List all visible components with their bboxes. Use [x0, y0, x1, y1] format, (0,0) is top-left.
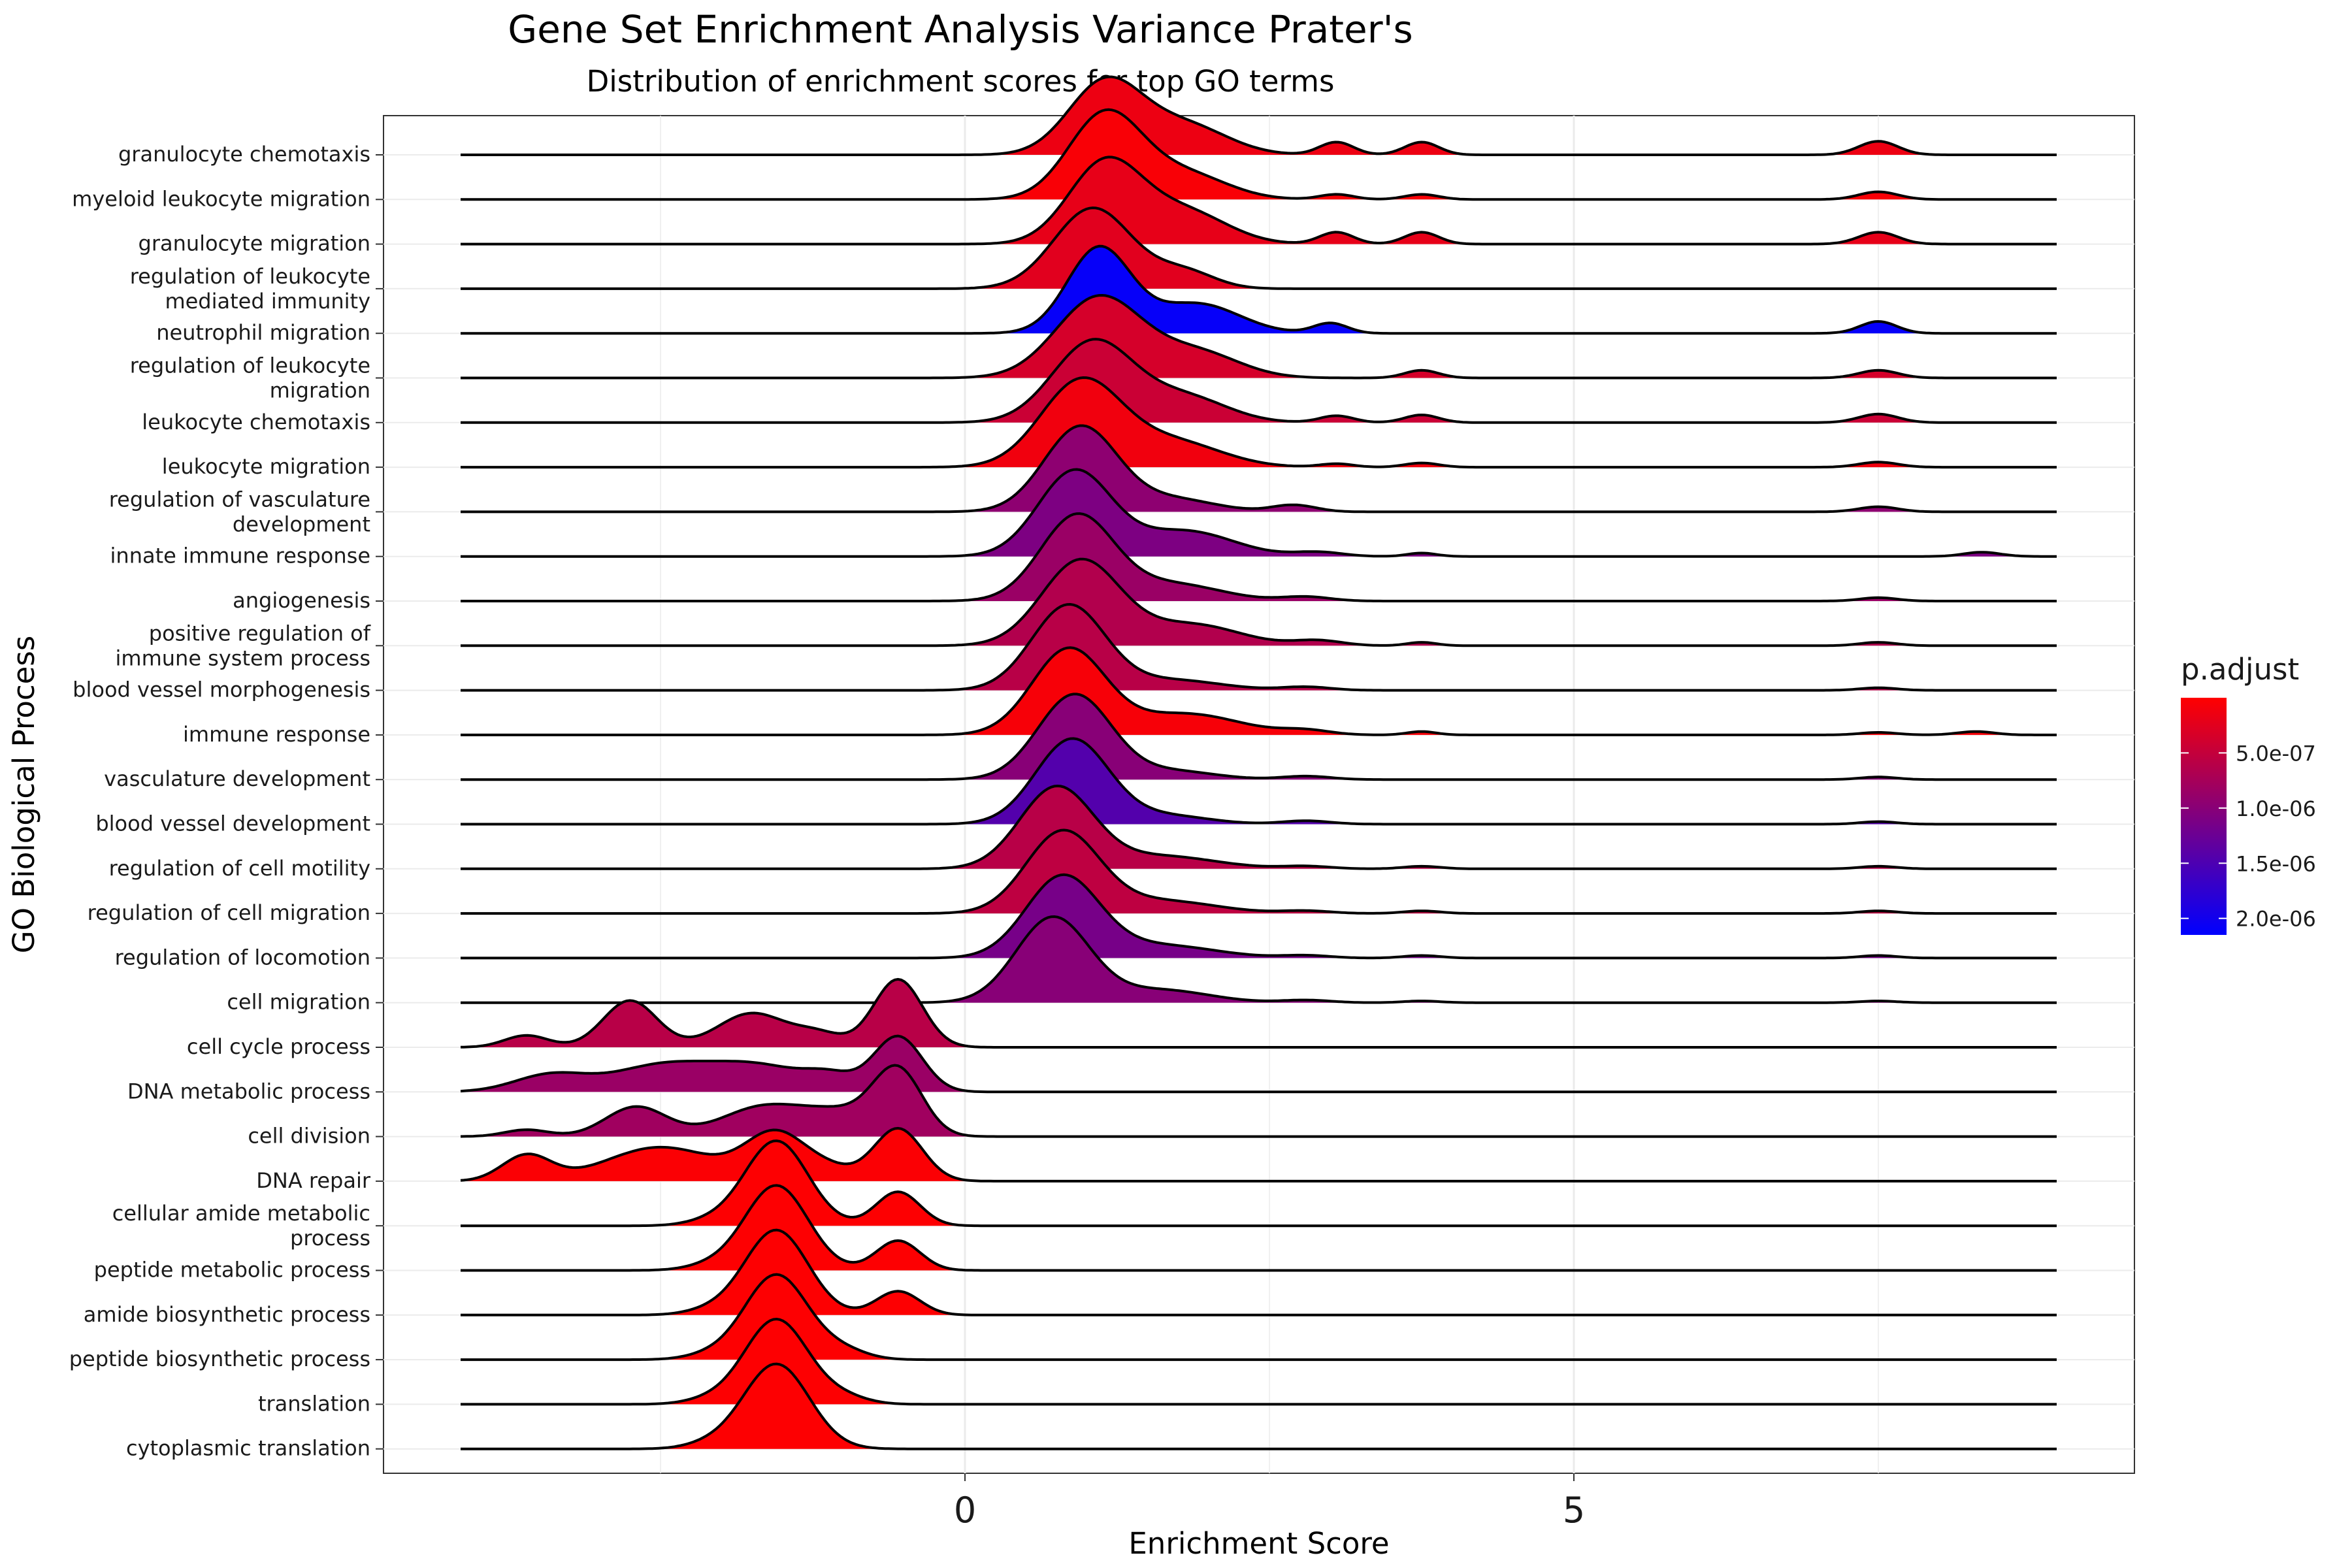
ridge-line-14	[461, 693, 2057, 781]
ridge-fill-28	[461, 1319, 2057, 1405]
y-tick-label: process	[290, 1226, 370, 1250]
ridge-fill-26	[461, 1230, 2057, 1315]
ridge-line-15	[461, 737, 2057, 826]
y-tick-label: positive regulation of	[149, 621, 371, 645]
y-tick-label: immune system process	[116, 645, 370, 670]
ridge-line-16	[461, 784, 2057, 870]
legend-title: p.adjust	[2181, 652, 2299, 687]
y-tick-label: immune response	[183, 722, 370, 747]
legend-colorbar	[2181, 698, 2227, 935]
ridge-line-1	[461, 108, 2057, 201]
ridge-line-2	[461, 155, 2057, 246]
legend: p.adjust 5.0e-07 1.0e-06 1.5e-06 2.0e-06	[2181, 652, 2316, 935]
ridge-fill-27	[461, 1274, 2057, 1360]
legend-tick-label: 1.5e-06	[2236, 851, 2316, 876]
ridge-line-17	[461, 828, 2057, 915]
y-tick-label: cellular amide metabolic	[112, 1201, 370, 1226]
y-tick-label: peptide biosynthetic process	[69, 1347, 370, 1371]
y-tick-label: DNA repair	[256, 1168, 371, 1193]
ridge-line-25	[461, 1184, 2057, 1272]
y-tick-label: leukocyte chemotaxis	[142, 410, 370, 434]
y-tick-label: granulocyte chemotaxis	[118, 142, 370, 167]
y-tick-label: blood vessel development	[95, 811, 370, 836]
ridge-line-9	[461, 468, 2057, 558]
ridge-line-28	[461, 1317, 2057, 1406]
ridge-line-0	[461, 75, 2057, 156]
ridge-fill-23	[461, 1128, 2057, 1181]
ridge-line-6	[461, 338, 2057, 424]
ridge-line-7	[461, 376, 2057, 469]
ridge-line-11	[461, 557, 2057, 647]
y-tick-label: granulocyte migration	[139, 231, 370, 256]
y-tick-label: cell division	[248, 1124, 370, 1149]
chart-subtitle: Distribution of enrichment scores for to…	[587, 64, 1335, 99]
x-tick-label: 5	[1563, 1490, 1585, 1531]
ridge-line-5	[461, 293, 2057, 380]
y-tick-label: regulation of leukocyte	[130, 353, 370, 378]
legend-tick-label: 5.0e-07	[2236, 741, 2316, 766]
x-tick-label: 0	[954, 1490, 976, 1531]
y-tick-label: cell cycle process	[187, 1034, 370, 1059]
ridge-line-23	[460, 1126, 2057, 1183]
ridge-line-4	[461, 244, 2057, 335]
ridge-fill-25	[461, 1185, 2057, 1271]
ridge-line-12	[461, 602, 2057, 692]
chart-title: Gene Set Enrichment Analysis Variance Pr…	[508, 7, 1413, 52]
y-tick-label: neutrophil migration	[156, 320, 370, 345]
y-tick-labels: granulocyte chemotaxis myeloid leukocyte …	[69, 142, 384, 1461]
y-tick-label: angiogenesis	[233, 588, 370, 613]
y-tick-label: innate immune response	[110, 544, 370, 568]
ridge-line-22	[460, 1064, 2057, 1138]
y-axis-label: GO Biological Process	[7, 636, 41, 953]
ridge-line-10	[461, 512, 2057, 602]
y-tick-label: migration	[270, 378, 370, 403]
y-tick-label: regulation of cell motility	[109, 856, 370, 881]
ridge-fill-21	[461, 1036, 2057, 1092]
ridge-line-26	[461, 1228, 2057, 1316]
ridge-fill-29	[461, 1364, 2057, 1449]
y-tick-label: development	[233, 512, 370, 536]
ridge-line-18	[461, 873, 2057, 960]
x-axis-label: Enrichment Score	[1128, 1526, 1389, 1561]
y-tick-label: regulation of vasculature	[109, 487, 370, 512]
ridge-line-3	[461, 206, 2057, 290]
ridge-fill-24	[461, 1141, 2057, 1226]
y-tick-label: regulation of locomotion	[115, 945, 370, 970]
legend-tick-label: 2.0e-06	[2236, 907, 2316, 932]
ridge-line-19	[461, 915, 2057, 1004]
ridge-line-21	[460, 1034, 2057, 1094]
y-tick-label: blood vessel morphogenesis	[73, 678, 370, 702]
ridge-line-27	[461, 1273, 2057, 1362]
y-tick-label: regulation of cell migration	[88, 900, 370, 925]
y-tick-label: cytoplasmic translation	[126, 1436, 370, 1461]
y-tick-label: translation	[258, 1391, 370, 1416]
y-tick-label: DNA metabolic process	[127, 1079, 370, 1103]
y-tick-label: regulation of leukocyte	[130, 264, 370, 289]
ridge-line-29	[461, 1362, 2057, 1450]
y-tick-label: peptide metabolic process	[94, 1258, 370, 1282]
y-tick-label: leukocyte migration	[162, 454, 370, 479]
ridge-line-13	[461, 646, 2057, 736]
y-tick-label: myeloid leukocyte migration	[72, 186, 370, 211]
y-tick-label: amide biosynthetic process	[84, 1302, 370, 1327]
plot-panel	[383, 115, 2135, 1474]
ridge-series	[460, 75, 2057, 1450]
legend-tick-label: 1.0e-06	[2236, 796, 2316, 821]
y-tick-label: mediated immunity	[165, 289, 370, 314]
ridge-fill-22	[461, 1065, 2057, 1137]
y-tick-label: vasculature development	[104, 766, 370, 791]
y-tick-label: cell migration	[227, 990, 370, 1015]
ridge-line-20	[460, 977, 2057, 1049]
ridge-line-8	[461, 424, 2057, 514]
ridge-line-24	[461, 1139, 2057, 1228]
ridge-fill-20	[461, 979, 2057, 1047]
